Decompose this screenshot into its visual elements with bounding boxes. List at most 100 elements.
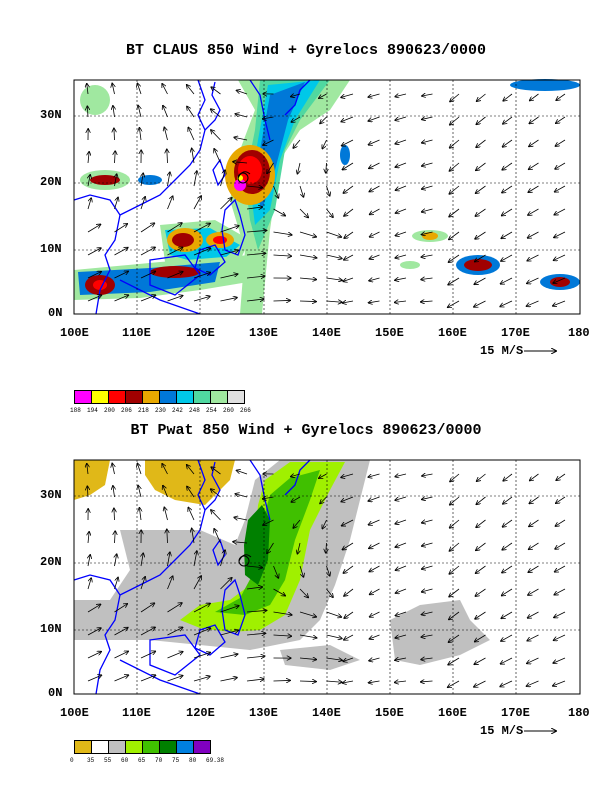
wind-vector xyxy=(167,223,182,233)
wind-vector xyxy=(141,173,143,187)
wind-vector xyxy=(139,508,141,521)
wind-vector xyxy=(422,589,433,592)
wind-vector xyxy=(450,473,460,482)
colorbar-swatch xyxy=(91,740,109,754)
wind-vector xyxy=(162,464,168,475)
p2-lon-170e: 170E xyxy=(501,706,530,720)
wind-vector xyxy=(114,295,129,302)
wind-vector xyxy=(187,106,195,118)
wind-vector xyxy=(476,162,486,170)
colorbar-swatch xyxy=(210,390,228,404)
wind-vector xyxy=(421,658,433,660)
panel1-map xyxy=(73,79,581,315)
wind-vector xyxy=(368,116,380,121)
wind-vector xyxy=(395,185,407,190)
wind-vector xyxy=(502,185,513,193)
wind-vector xyxy=(421,635,433,637)
wind-vector xyxy=(273,565,279,578)
p1-lat-30n: 30N xyxy=(40,108,62,122)
wind-vector xyxy=(475,254,486,262)
wind-vector xyxy=(87,224,100,233)
wind-vector xyxy=(299,254,317,258)
wind-vector xyxy=(343,277,354,281)
wind-vector xyxy=(88,532,89,544)
wind-vector xyxy=(474,300,486,307)
wind-vector xyxy=(555,185,566,192)
wind-vector xyxy=(368,473,380,477)
colorbar-label: 200 xyxy=(104,407,115,414)
wind-vector xyxy=(503,139,513,147)
wind-vector xyxy=(140,247,155,256)
wind-vector xyxy=(553,277,566,283)
colorbar-label: 60 xyxy=(121,757,129,764)
wind-vector xyxy=(273,255,292,256)
colorbar-label: 188 xyxy=(70,407,81,414)
wind-vector xyxy=(114,248,128,256)
wind-vector xyxy=(193,273,210,279)
wind-vector xyxy=(501,611,513,618)
wind-vector xyxy=(273,300,291,301)
wind-vector xyxy=(167,652,183,659)
wind-vector xyxy=(530,93,539,101)
wind-vector xyxy=(476,496,486,504)
wind-vector xyxy=(449,565,460,574)
colorbar-label: 242 xyxy=(172,407,183,414)
wind-vector xyxy=(369,162,380,168)
wind-vector xyxy=(395,116,407,120)
wind-vector xyxy=(167,272,183,279)
wind-vector xyxy=(449,208,460,217)
wind-vector xyxy=(555,519,566,526)
wind-vector xyxy=(422,565,433,569)
wind-vector xyxy=(220,578,232,590)
wind-vector xyxy=(220,678,237,682)
wind-vector xyxy=(450,93,460,102)
wind-vector xyxy=(448,277,460,285)
wind-vector xyxy=(168,172,170,187)
wind-vector xyxy=(188,508,195,521)
wind-vector xyxy=(527,277,539,283)
wind-vector xyxy=(449,162,460,171)
wind-vector xyxy=(477,93,486,101)
wind-vector xyxy=(556,116,566,123)
wind-vector xyxy=(187,85,195,95)
wind-vector xyxy=(220,170,226,187)
wind-vector xyxy=(267,162,274,173)
wind-vector xyxy=(273,611,292,615)
wind-vector xyxy=(556,93,566,100)
wind-vector xyxy=(326,185,330,196)
wind-vector xyxy=(263,497,274,499)
wind-vector xyxy=(553,657,566,663)
wind-vector xyxy=(167,627,183,636)
panel1-wind-vectors xyxy=(87,83,566,307)
wind-vector xyxy=(369,301,380,303)
wind-vector xyxy=(503,496,513,504)
wind-vector xyxy=(369,139,380,145)
wind-vector xyxy=(87,604,100,613)
wind-vector xyxy=(88,152,89,164)
wind-vector xyxy=(342,542,354,550)
wind-vector xyxy=(267,542,274,553)
colorbar-swatch xyxy=(91,390,109,404)
wind-vector xyxy=(554,634,566,640)
wind-vector xyxy=(167,529,168,544)
wind-vector xyxy=(422,162,433,166)
wind-vector xyxy=(476,185,486,193)
p2-lat-10n: 10N xyxy=(40,622,62,636)
wind-vector xyxy=(503,116,513,124)
wind-vector xyxy=(395,301,407,302)
wind-vector xyxy=(237,90,248,95)
wind-vector xyxy=(187,465,195,475)
wind-vector xyxy=(476,519,486,527)
wind-vector xyxy=(211,87,221,95)
wind-vector xyxy=(421,681,433,682)
wind-vector xyxy=(475,231,486,239)
colorbar-label: 0 xyxy=(70,757,74,764)
wind-vector xyxy=(246,207,262,209)
panel2-wind-vectors xyxy=(87,463,566,687)
wind-vector xyxy=(167,149,168,164)
wind-vector xyxy=(527,657,539,663)
wind-vector xyxy=(474,680,486,687)
wind-vector xyxy=(503,473,513,481)
wind-vector xyxy=(501,231,513,238)
wind-vector xyxy=(341,116,354,122)
